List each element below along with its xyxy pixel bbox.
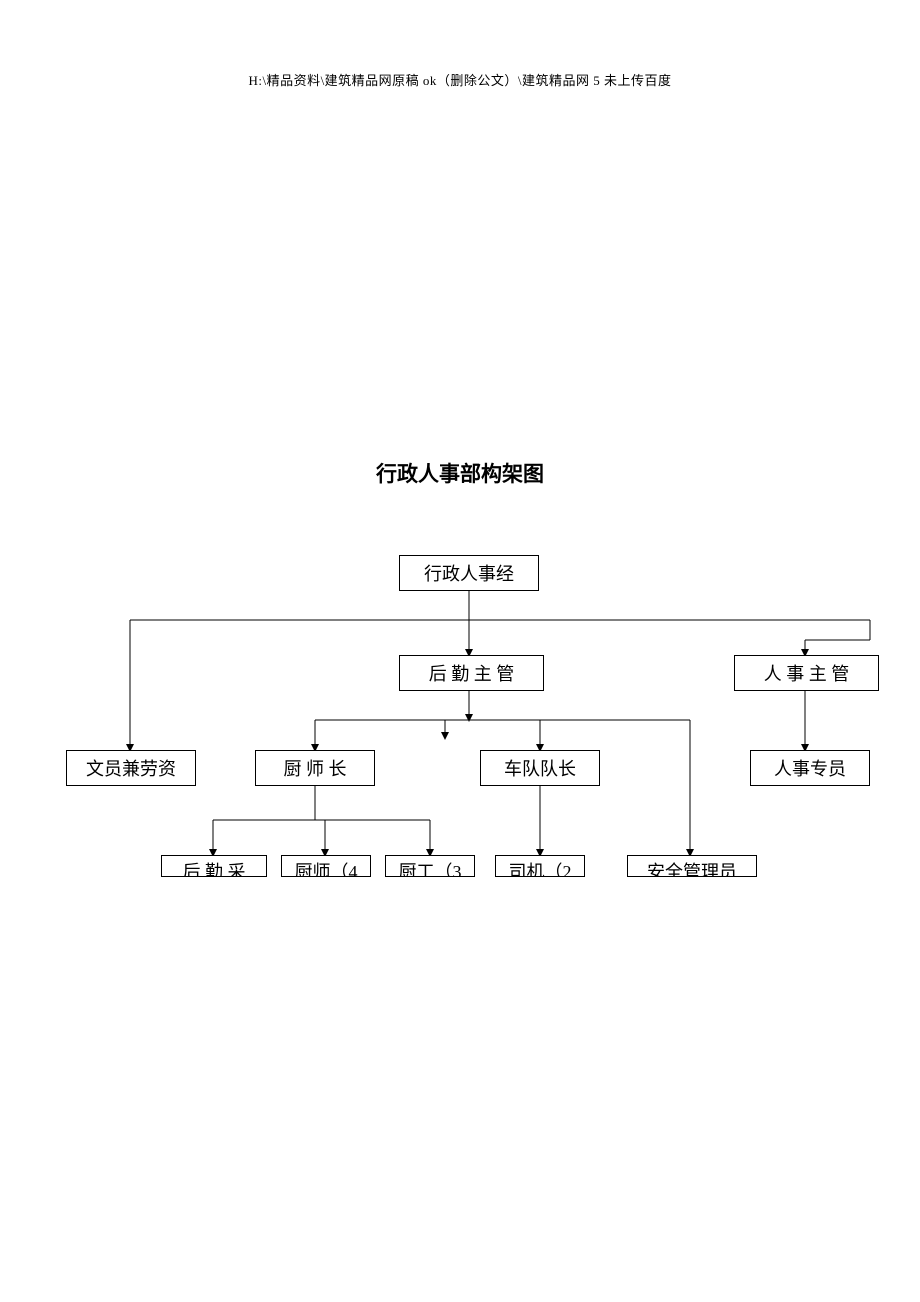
node-chushizhang: 厨 师 长 [255,750,375,786]
connector-lines [0,540,920,940]
node-renshi-zhuguan: 人 事 主 管 [734,655,879,691]
org-chart: 行政人事经 后 勤 主 管 人 事 主 管 文员兼劳资 厨 师 长 车队队长 人… [0,540,920,940]
node-chedui: 车队队长 [480,750,600,786]
node-houqin-zhuguan: 后 勤 主 管 [399,655,544,691]
page-title: 行政人事部构架图 [0,458,920,488]
node-renshi-zhuanyuan: 人事专员 [750,750,870,786]
node-chushi4: 厨师（4 [281,855,371,877]
node-chugong3: 厨工（3 [385,855,475,877]
node-houqincai: 后 勤 采 [161,855,267,877]
node-siji2: 司机（2 [495,855,585,877]
node-anquan: 安全管理员 [627,855,757,877]
node-root: 行政人事经 [399,555,539,591]
header-path: H:\精品资料\建筑精品网原稿 ok（删除公文）\建筑精品网 5 未上传百度 [0,70,920,89]
node-wenyuan: 文员兼劳资 [66,750,196,786]
